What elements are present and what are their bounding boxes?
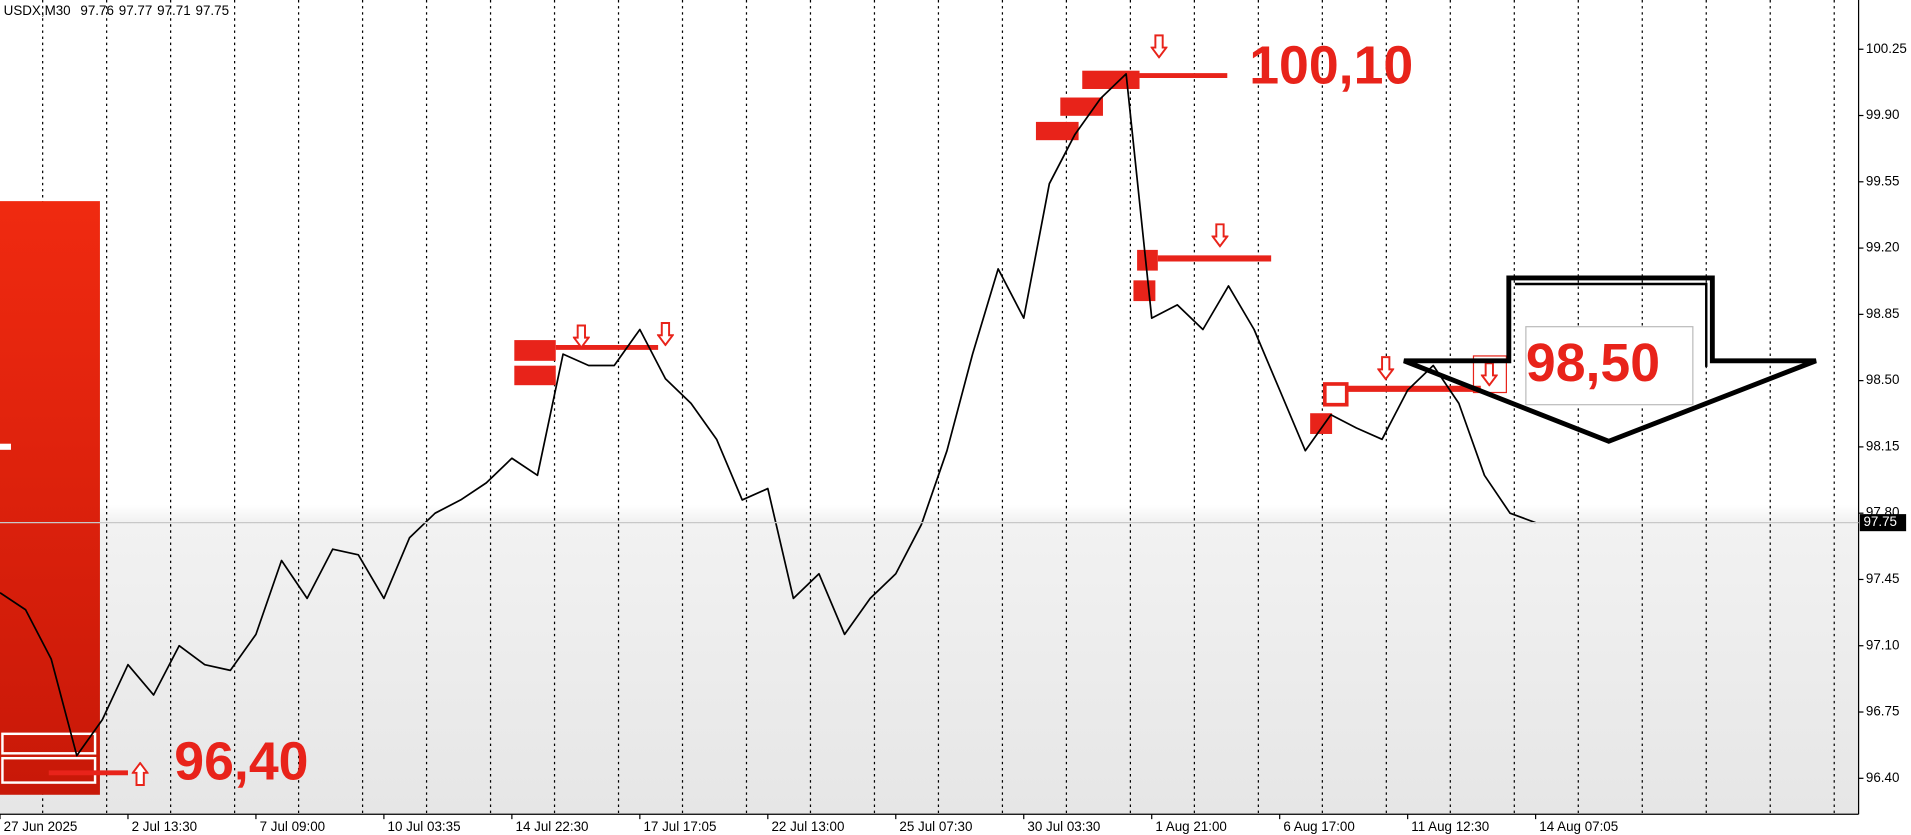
x-tick-label: 14 Aug 07:05 <box>1539 819 1618 834</box>
y-tick-label: 96.75 <box>1866 704 1900 719</box>
price-annotation: 96,40 <box>174 732 308 792</box>
zone-box <box>1035 121 1079 141</box>
x-tick-label: 7 Jul 09:00 <box>260 819 326 834</box>
red-zone <box>0 201 100 795</box>
x-tick-label: 6 Aug 17:00 <box>1283 819 1354 834</box>
symbol: USDX,M30 <box>4 3 71 18</box>
y-tick-label: 97.10 <box>1866 637 1900 652</box>
zone-box <box>1137 249 1158 271</box>
ohlc-value: 97.71 <box>157 3 191 18</box>
y-tick-label: 99.20 <box>1866 240 1900 255</box>
zone-mark <box>0 443 11 450</box>
y-tick-label: 98.15 <box>1866 438 1900 453</box>
x-tick-label: 27 Jun 2025 <box>4 819 78 834</box>
price-line-group <box>0 72 1536 757</box>
y-tick-label: 97.45 <box>1866 571 1900 586</box>
y-tick-label: 96.40 <box>1866 770 1900 785</box>
price-annotation: 98,50 <box>1526 333 1660 393</box>
x-tick-label: 25 Jul 07:30 <box>899 819 972 834</box>
x-tick-label: 11 Aug 12:30 <box>1411 819 1489 834</box>
y-tick-label: 99.55 <box>1866 173 1900 188</box>
x-tick-label: 2 Jul 13:30 <box>132 819 198 834</box>
plot-background <box>0 0 1859 815</box>
chart-header: USDX,M30 97.76 97.77 97.71 97.75 <box>4 3 229 18</box>
current-price-box <box>1859 514 1907 532</box>
x-tick-label: 17 Jul 17:05 <box>644 819 717 834</box>
y-tick-label: 98.50 <box>1866 372 1900 387</box>
x-tick-label: 10 Jul 03:35 <box>388 819 461 834</box>
zone-box <box>1 732 97 755</box>
x-tick-label: 30 Jul 03:30 <box>1027 819 1100 834</box>
zone-box <box>1322 382 1349 407</box>
x-tick-label: 1 Aug 21:00 <box>1155 819 1226 834</box>
zone-box <box>514 365 556 386</box>
ohlc-value: 97.76 <box>80 3 114 18</box>
zone-box <box>514 340 556 361</box>
ohlc-value: 97.75 <box>196 3 230 18</box>
ohlc-value: 97.77 <box>119 3 153 18</box>
y-tick-label: 98.85 <box>1866 306 1900 321</box>
big-down-arrow-inner <box>1514 282 1708 367</box>
y-tick-label: 100.25 <box>1866 41 1907 56</box>
zone-box <box>1133 280 1156 302</box>
x-tick-label: 14 Jul 22:30 <box>516 819 589 834</box>
price-annotation: 100,10 <box>1249 36 1413 96</box>
price-line <box>0 72 1536 757</box>
y-tick-label: 99.90 <box>1866 107 1900 122</box>
current-price-label: 97.75 <box>1863 514 1897 529</box>
zone-box <box>1082 70 1140 89</box>
zone-box <box>1310 413 1333 434</box>
level-zones <box>0 34 1507 795</box>
annotation-box <box>1525 326 1694 406</box>
zone-box <box>1060 97 1103 116</box>
grid <box>42 0 1835 815</box>
x-tick-label: 22 Jul 13:00 <box>771 819 844 834</box>
big-down-arrow <box>1403 275 1817 444</box>
